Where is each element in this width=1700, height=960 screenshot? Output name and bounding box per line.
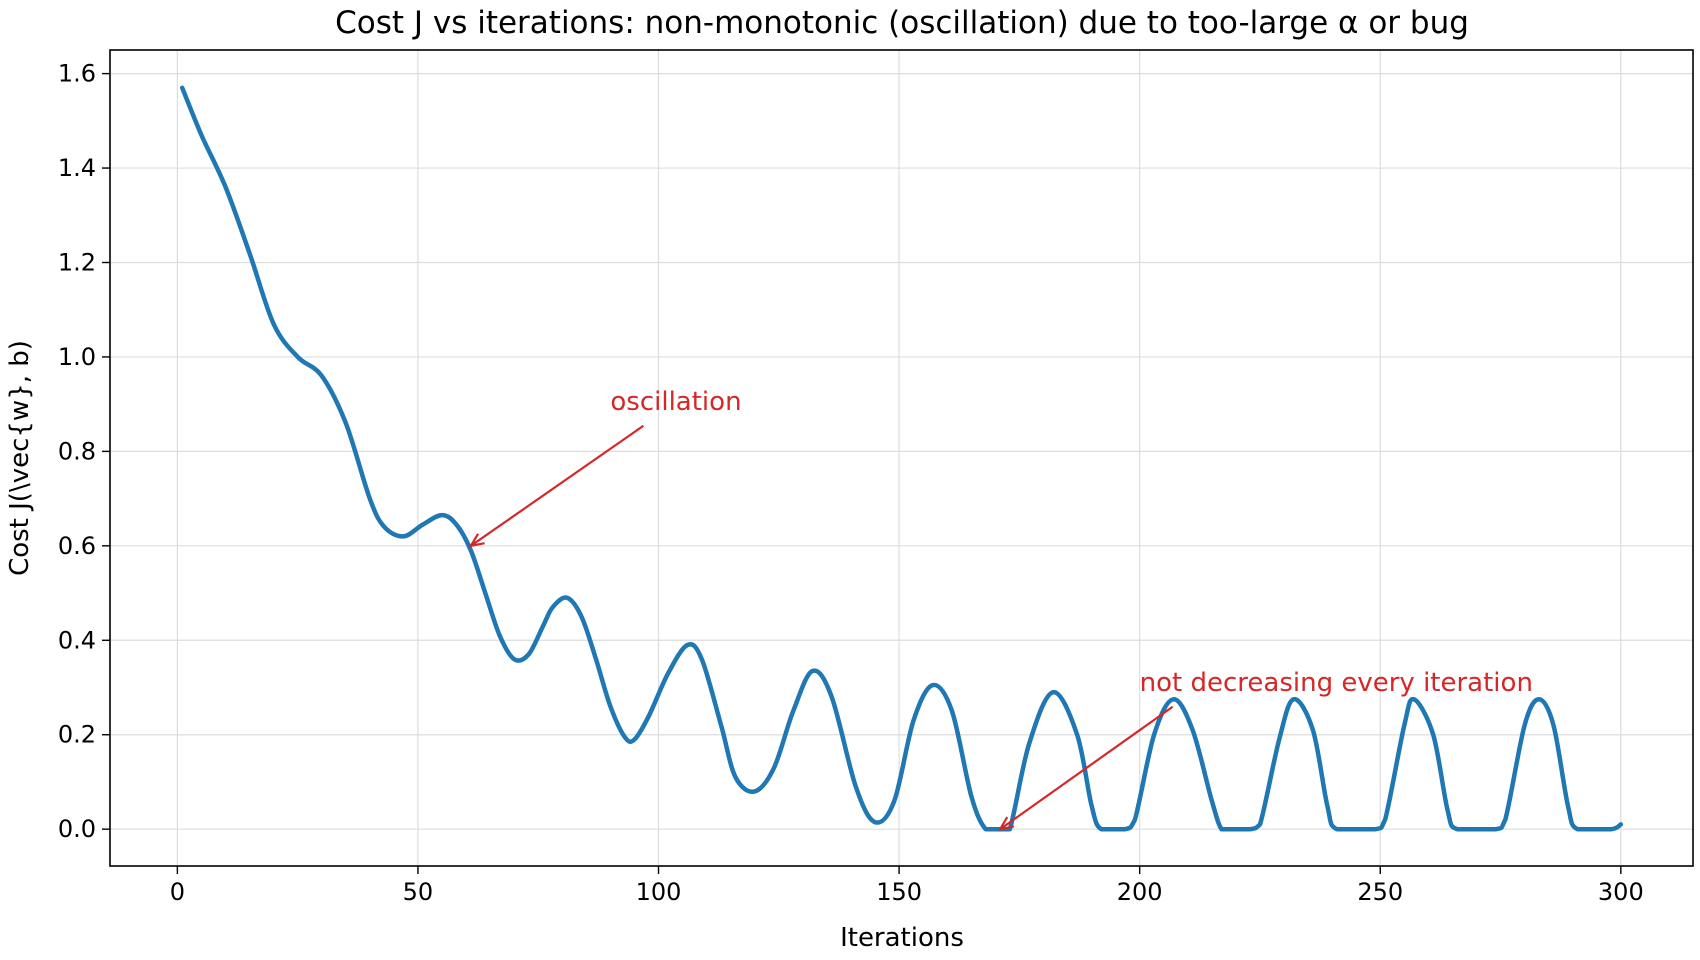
y-tick-label: 0.6 [58, 532, 96, 560]
plot-area [179, 85, 1624, 832]
annotation-label: not decreasing every iteration [1140, 668, 1533, 698]
x-tick-label: 300 [1598, 878, 1644, 906]
chart-title: Cost J vs iterations: non-monotonic (osc… [335, 5, 1469, 41]
y-tick-label: 1.2 [58, 249, 96, 277]
cost-series-line [179, 85, 1624, 832]
x-tick-label: 50 [403, 878, 434, 906]
annotation-arrow [470, 424, 645, 547]
annotations: oscillation not decreasing every iteratio… [468, 387, 1533, 831]
x-tick-label: 200 [1117, 878, 1163, 906]
annotation-arrow [999, 705, 1174, 831]
y-tick-label: 0.8 [58, 437, 96, 465]
y-tick-label: 0.4 [58, 626, 96, 654]
y-tick-label: 1.4 [58, 154, 96, 182]
x-tick-label: 100 [636, 878, 682, 906]
plot-frame [109, 49, 1694, 867]
annotation-arrowhead [468, 533, 485, 548]
y-tick-label: 0.0 [58, 815, 96, 843]
annotation-label: oscillation [610, 387, 741, 417]
x-axis-label: Iterations [840, 923, 964, 953]
grid [110, 50, 1693, 866]
y-tick-label: 1.6 [58, 60, 96, 88]
annotation-arrowhead [997, 816, 1015, 831]
axis-ticks: 0 50 100 150 200 250 300 0.0 0.2 0.4 0.6 0.8 1.0 1.2 1… [58, 60, 1644, 906]
y-tick-label: 1.0 [58, 343, 96, 371]
y-axis-label: Cost J(\vec{w}, b) [5, 340, 35, 576]
x-tick-label: 0 [170, 878, 185, 906]
x-tick-label: 250 [1357, 878, 1403, 906]
y-tick-label: 0.2 [58, 721, 96, 749]
x-tick-label: 150 [876, 878, 922, 906]
